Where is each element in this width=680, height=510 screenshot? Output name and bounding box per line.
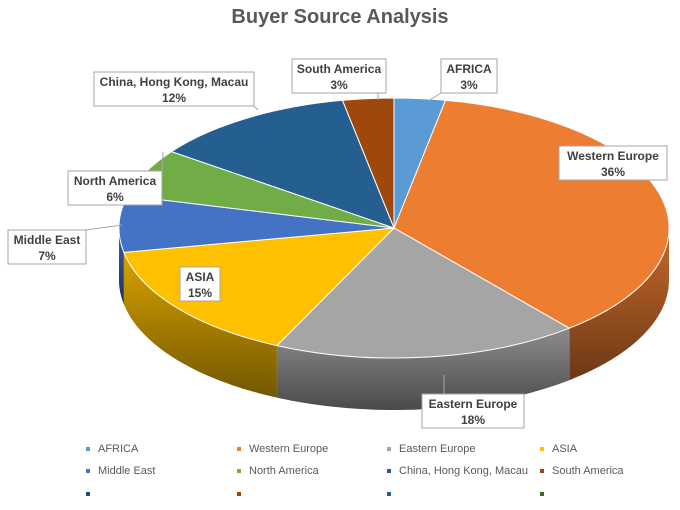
legend-label: AFRICA <box>98 443 139 455</box>
data-label-western-europe: Western Europe 36% <box>558 145 668 181</box>
legend-label: Middle East <box>98 465 156 477</box>
data-label-box <box>440 58 498 94</box>
slice-south-america <box>341 97 395 229</box>
data-label-box <box>67 170 163 206</box>
data-label-box <box>93 71 255 107</box>
leader-line <box>161 151 164 172</box>
data-label-box <box>291 58 387 94</box>
data-label-percent: 6% <box>106 190 124 204</box>
legend-swatch <box>237 469 241 474</box>
legend-label: North America <box>249 465 319 477</box>
legend-label: China, Hong Kong, Macau <box>399 465 529 477</box>
data-label-box <box>179 266 221 302</box>
legend-label: ASIA <box>552 443 578 455</box>
data-label-china-hong-kong-macau: China, Hong Kong, Macau 12% <box>93 71 259 111</box>
legend-swatch <box>237 447 241 452</box>
data-label-eastern-europe: Eastern Europe 18% <box>421 375 525 429</box>
leader-line <box>427 92 442 102</box>
legend-swatch <box>86 447 90 452</box>
legend-item-north-america: North America <box>237 465 319 477</box>
data-label-box <box>421 393 525 429</box>
legend-swatch <box>387 469 391 474</box>
legend-label: Eastern Europe <box>399 443 476 455</box>
data-label-percent: 15% <box>188 286 212 300</box>
slice-eastern-europe <box>275 227 571 359</box>
data-label-percent: 3% <box>460 78 478 92</box>
data-label-middle-east: Middle East 7% <box>7 224 123 265</box>
legend-item-china-hong-kong-macau: China, Hong Kong, Macau <box>387 465 528 477</box>
data-label-category: North America <box>74 174 157 188</box>
slice-asia <box>123 227 396 347</box>
data-label-asia: ASIA 15% <box>179 266 221 302</box>
data-label-category: ASIA <box>186 270 215 284</box>
legend-swatch <box>540 469 544 474</box>
legend: AFRICA Western Europe Eastern Europe ASIA Mi… <box>0 441 680 505</box>
data-label-africa: AFRICA 3% <box>427 58 498 102</box>
data-label-box <box>558 145 668 181</box>
legend-swatch <box>387 447 391 452</box>
data-label-percent: 18% <box>461 413 485 427</box>
legend-label: South America <box>552 465 624 477</box>
data-label-category: AFRICA <box>446 62 492 76</box>
legend-swatch-unlabeled <box>86 492 90 496</box>
legend-item-africa: AFRICA <box>86 443 138 455</box>
data-label-box <box>7 229 87 265</box>
data-label-category: Western Europe <box>567 149 659 163</box>
legend-label: Western Europe <box>249 443 329 455</box>
slice-china-hong-kong-macau <box>170 99 395 229</box>
legend-item-middle-east: Middle East <box>86 465 155 477</box>
legend-item-eastern-europe: Eastern Europe <box>387 443 475 455</box>
data-label-percent: 12% <box>162 91 186 105</box>
legend-swatch-unlabeled <box>237 492 241 496</box>
legend-swatch <box>540 447 544 452</box>
legend-item-south-america: South America <box>540 465 624 477</box>
data-label-north-america: North America 6% <box>67 151 164 206</box>
slice-side-asia <box>123 252 277 398</box>
legend-swatch-unlabeled <box>387 492 391 496</box>
leader-line <box>253 105 259 111</box>
slice-side-eastern-europe <box>276 328 570 410</box>
leader-line <box>85 224 123 231</box>
data-label-percent: 3% <box>330 78 348 92</box>
data-label-category: China, Hong Kong, Macau <box>100 75 249 89</box>
chart-title: Buyer Source Analysis <box>231 6 449 28</box>
pie-plot: AFRICA 3% Western Europe 36% Eastern Europe 1… <box>7 58 670 429</box>
legend-swatch-unlabeled <box>540 492 544 496</box>
data-label-percent: 7% <box>38 249 56 263</box>
data-label-category: Middle East <box>14 233 81 247</box>
data-label-category: Eastern Europe <box>429 397 518 411</box>
data-label-category: South America <box>297 62 382 76</box>
legend-item-asia: ASIA <box>540 443 577 455</box>
legend-item-western-europe: Western Europe <box>237 443 328 455</box>
data-label-south-america: South America 3% <box>291 58 387 100</box>
slice-side-western-europe <box>569 228 669 381</box>
slice-side-middle-east <box>119 228 124 305</box>
data-label-percent: 36% <box>601 165 625 179</box>
legend-swatch <box>86 469 90 474</box>
